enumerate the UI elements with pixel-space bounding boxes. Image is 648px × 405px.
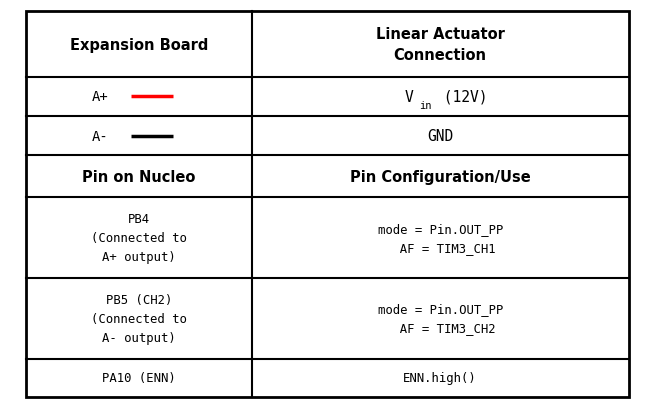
Text: in: in [419,101,432,111]
Text: V: V [404,90,413,105]
Text: mode = Pin.OUT_PP
  AF = TIM3_CH2: mode = Pin.OUT_PP AF = TIM3_CH2 [378,303,503,335]
Text: PA10 (ENN): PA10 (ENN) [102,371,176,384]
Text: (12V): (12V) [435,90,487,105]
Text: mode = Pin.OUT_PP
  AF = TIM3_CH1: mode = Pin.OUT_PP AF = TIM3_CH1 [378,222,503,254]
Text: A+: A+ [91,90,108,104]
Text: Pin on Nucleo: Pin on Nucleo [82,169,196,184]
Text: Linear Actuator
Connection: Linear Actuator Connection [376,27,505,63]
Text: ENN.high(): ENN.high() [403,371,477,384]
Text: GND: GND [427,129,454,144]
Text: PB5 (CH2)
(Connected to
A- output): PB5 (CH2) (Connected to A- output) [91,293,187,344]
Text: A-: A- [91,129,108,143]
Text: Expansion Board: Expansion Board [70,38,208,52]
Text: Pin Configuration/Use: Pin Configuration/Use [350,169,531,184]
Text: PB4
(Connected to
A+ output): PB4 (Connected to A+ output) [91,213,187,264]
